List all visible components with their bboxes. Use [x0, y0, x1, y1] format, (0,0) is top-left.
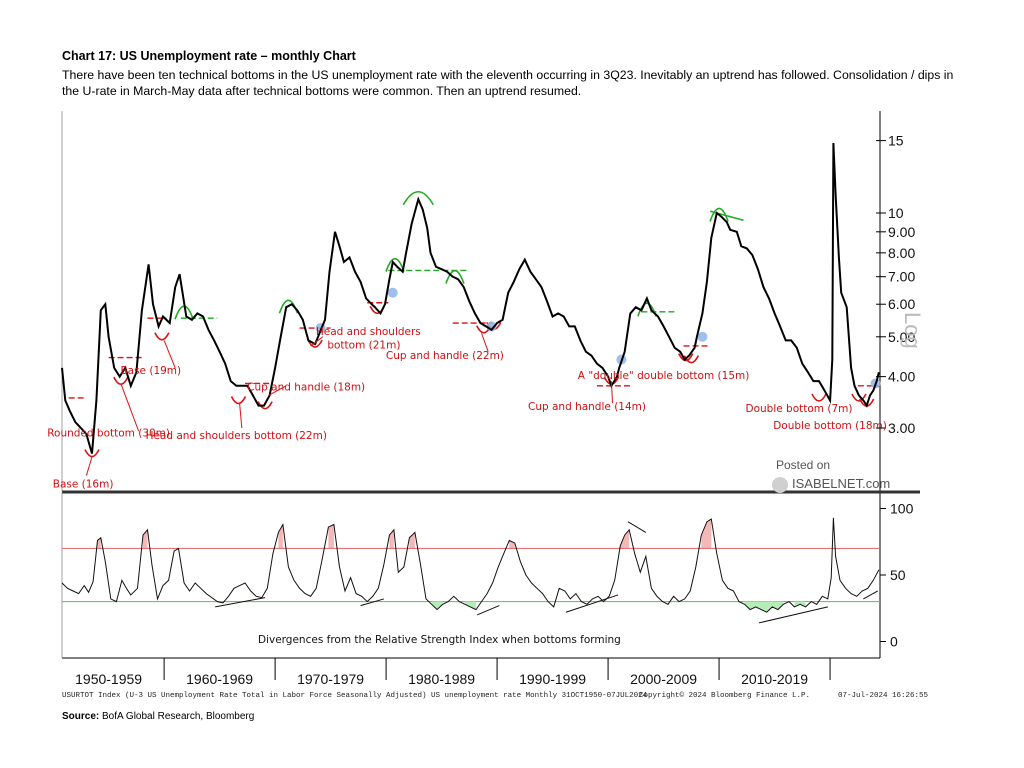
annotation-leader-line	[481, 333, 489, 352]
rsi-y-axis: 100 50 0	[880, 501, 914, 650]
rsi-oversold-area	[464, 601, 476, 610]
pattern-label: Base (16m)	[53, 478, 114, 490]
annotation-leader-line	[85, 456, 93, 476]
source-text: BofA Global Research, Bloomberg	[102, 711, 255, 722]
bottom-arc	[154, 332, 170, 341]
y-tick-label: 10	[888, 205, 904, 221]
bottom-arc	[678, 353, 694, 362]
decade-label: 1980-1989	[408, 671, 475, 687]
y-tick-label: 9.00	[888, 224, 915, 240]
annotation-leader-line	[120, 383, 140, 432]
pattern-label: A "double" double bottom (15m)	[578, 370, 750, 382]
source-line: Source: BofA Global Research, Bloomberg	[62, 711, 254, 722]
bottom-arc	[851, 393, 867, 402]
rsi-oversold-area	[431, 601, 443, 610]
top-arc	[402, 190, 434, 206]
top-y-axis: 15 10 9.00 8.00 7.00 6.00 5.00 4.00 3.00	[876, 133, 915, 436]
annotation-leader-line	[610, 381, 614, 404]
rsi-tick-label: 50	[890, 567, 906, 583]
divergence-trendline	[758, 606, 828, 624]
rsi-tick-label: 100	[890, 501, 914, 517]
pattern-label: Base (19m)	[120, 365, 181, 377]
annotation-leader-line	[268, 385, 287, 396]
rsi-overbought-area	[509, 540, 515, 549]
annotation-leader-line	[310, 336, 324, 347]
divergence-trendline	[565, 594, 619, 613]
downtrend-line	[709, 210, 744, 222]
chart-title: Chart 17: US Unemployment rate – monthly…	[62, 49, 356, 63]
divergence-trendline	[476, 605, 500, 616]
divergence-trendline	[863, 590, 879, 600]
pattern-label: Cup and handle (22m)	[386, 350, 504, 362]
pattern-label: Rounded bottom (30m)	[47, 428, 170, 440]
divergence-trendline	[215, 597, 266, 608]
watermark-line1: Posted on	[776, 458, 830, 472]
unemployment-rate-line	[61, 142, 880, 454]
bottom-arc	[113, 376, 129, 385]
pattern-label: Double bottom (7m)	[745, 403, 852, 415]
top-arc	[709, 207, 729, 222]
breakout-marker	[387, 287, 398, 298]
divergence-trendline	[360, 598, 385, 607]
footer-copyright: Copyright© 2024 Bloomberg Finance L.P.	[639, 691, 810, 700]
pattern-label: Head and shoulders	[316, 326, 421, 338]
rsi-overbought-area	[97, 537, 101, 549]
bottom-arc	[307, 339, 323, 348]
rsi-overbought-area	[701, 519, 712, 549]
pattern-label: Cup and handle (18m)	[247, 382, 365, 394]
pattern-decorations	[68, 190, 881, 458]
breakout-marker	[697, 331, 708, 342]
footer-timestamp: 07-Jul-2024 16:26:55	[838, 692, 929, 700]
y-tick-label: 6.00	[888, 296, 915, 312]
rsi-overbought-area	[328, 524, 334, 549]
y-tick-label: 5.00	[888, 329, 915, 345]
decade-label: 1950-1959	[75, 671, 142, 687]
decade-label: 1960-1969	[186, 671, 253, 687]
y-tick-label: 4.00	[888, 369, 915, 385]
watermark-line2: ISABELNET.com	[792, 476, 890, 491]
decade-label: 2010-2019	[741, 671, 808, 687]
pattern-label: Head and shoulders bottom (22m)	[146, 430, 327, 442]
decade-label: 1990-1999	[519, 671, 586, 687]
log-scale-label: Log	[900, 312, 925, 349]
decade-label: 1970-1979	[297, 671, 364, 687]
decade-label: 2000-2009	[630, 671, 697, 687]
annotation-leader-line	[239, 402, 243, 429]
pattern-annotations: Base (16m) Rounded bottom (30m) Base (19m)…	[47, 326, 887, 490]
rsi-overbought-area	[620, 529, 630, 549]
footer-left: USURTOT Index (U-3 US Unemployment Rate …	[62, 692, 648, 700]
y-tick-label: 3.00	[888, 420, 915, 436]
source-label: Source:	[62, 711, 100, 722]
y-tick-label: 15	[888, 133, 904, 149]
pattern-label: bottom (21m)	[327, 340, 400, 352]
divergence-trendline	[627, 521, 647, 533]
rsi-overbought-fills	[97, 519, 712, 549]
pattern-label: Double bottom (18m)	[773, 420, 887, 432]
chart-subtitle: There have been ten technical bottoms in…	[62, 68, 954, 98]
bottom-arc	[84, 449, 100, 458]
watermark-logo-icon	[772, 477, 788, 493]
bottom-arc	[230, 396, 247, 405]
bottom-arc	[257, 401, 273, 410]
decade-axis: 1950-1959 1960-1969 1970-1979 1980-1989 1990…	[75, 658, 831, 687]
rsi-tick-label: 0	[890, 634, 898, 650]
pattern-label: Cup and handle (14m)	[528, 401, 646, 413]
y-tick-label: 8.00	[888, 245, 915, 261]
y-tick-label: 7.00	[888, 269, 915, 285]
rsi-caption: Divergences from the Relative Strength I…	[258, 634, 621, 646]
rsi-overbought-area	[409, 532, 415, 549]
annotation-leader-line	[163, 340, 176, 369]
bottom-arc	[811, 393, 827, 402]
rsi-divergence-lines	[215, 521, 879, 624]
rsi-line	[61, 517, 880, 613]
rsi-oversold-area	[744, 601, 784, 613]
